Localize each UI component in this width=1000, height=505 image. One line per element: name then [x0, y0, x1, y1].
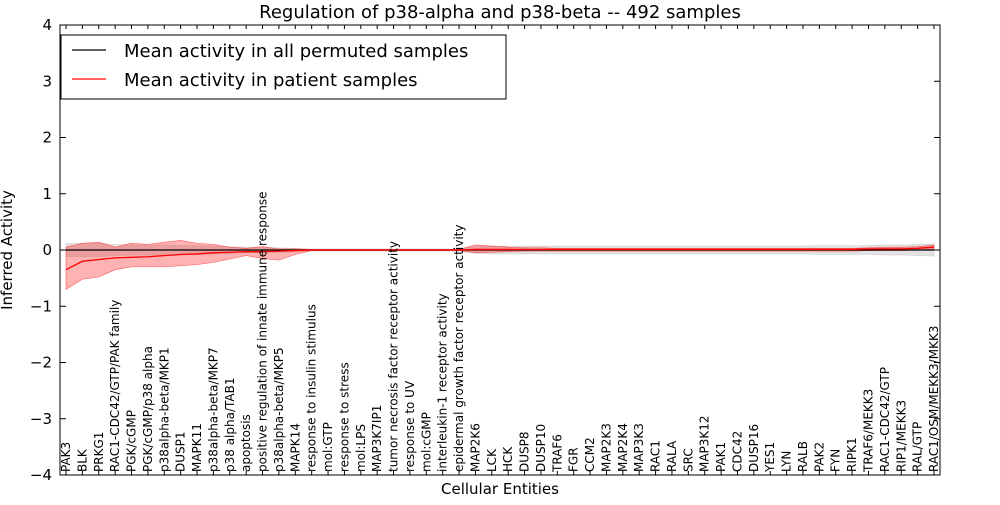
x-tick-label: p38alpha-beta/MKP1: [157, 347, 171, 472]
x-tick-label: RAC1/OSM/MEKK3/MKK3: [927, 326, 941, 472]
x-tick-label: mol:GTP: [321, 422, 335, 472]
x-tick-label: p38 alpha/TAB1: [223, 378, 237, 472]
y-tick-label: −2: [30, 354, 52, 372]
y-tick-label: −3: [30, 410, 52, 428]
x-tick-label: RIPK1: [845, 437, 859, 472]
x-tick-label: MAPK11: [190, 423, 204, 472]
x-tick-label: RIP1/MEKK3: [894, 400, 908, 472]
y-tick-label: 1: [42, 185, 52, 203]
x-axis-label: Cellular Entities: [441, 480, 559, 498]
x-tick-label: RAC1-CDC42/GTP/PAK family: [108, 300, 122, 472]
y-tick-label: −1: [30, 297, 52, 315]
y-tick-label: 4: [42, 16, 52, 34]
x-tick-label: MAP3K3: [632, 423, 646, 472]
x-tick-label: HCK: [501, 446, 515, 472]
x-tick-label: DUSP10: [534, 424, 548, 472]
x-tick-label: DUSP16: [747, 424, 761, 472]
x-tick-label: mol:cGMP: [419, 412, 433, 472]
x-tick-label: PAK1: [714, 442, 728, 472]
legend-label-patient: Mean activity in patient samples: [124, 70, 418, 91]
x-tick-label: MAP3K7IP1: [370, 405, 384, 472]
x-tick-label: MAP2K4: [616, 423, 630, 472]
x-tick-label: apoptosis: [239, 414, 253, 472]
x-tick-label: p38alpha-beta/MKP7: [206, 347, 220, 472]
x-tick-label: RAC1-CDC42/GTP: [878, 367, 892, 472]
x-tick-label: epidermal growth factor receptor activit…: [452, 225, 466, 472]
x-tick-label: CDC42: [730, 431, 744, 472]
x-tick-label: tumor necrosis factor receptor activity: [387, 241, 401, 472]
x-tick-label: RAL/GTP: [911, 422, 925, 472]
x-tick-label: BLK: [75, 448, 89, 472]
x-tick-label: MAP2K3: [599, 423, 613, 472]
x-tick-label: LYN: [780, 451, 794, 472]
x-tick-label: RAC1: [649, 440, 663, 472]
x-tick-label: MAPK14: [288, 423, 302, 472]
x-tick-label: LCK: [485, 448, 499, 472]
x-tick-label: response to insulin stimulus: [305, 304, 319, 472]
x-tick-label: response to UV: [403, 380, 417, 472]
y-tick-label: 0: [42, 241, 52, 259]
x-tick-label: SRC: [681, 448, 695, 472]
x-tick-labels: PAK3 BLK PRKG1 RAC1-CDC42/GTP/PAK family PGK…: [59, 25, 941, 475]
x-tick-label: FGR: [567, 447, 581, 472]
x-tick-label: positive regulation of innate immune res…: [256, 192, 270, 472]
legend: Mean activity in all permuted samples Me…: [60, 34, 507, 100]
y-tick-label: 3: [42, 72, 52, 90]
x-tick-label: PGK/cGMP: [125, 410, 139, 472]
x-tick-label: CCM2: [583, 437, 597, 472]
legend-label-permuted: Mean activity in all permuted samples: [124, 41, 468, 62]
x-tick-label: PRKG1: [92, 432, 106, 472]
series-line-1: [65, 246, 935, 271]
x-tick-label: RALB: [796, 441, 810, 472]
series-lines: [65, 246, 935, 271]
x-tick-label: PGK/cGMP/p38 alpha: [141, 346, 155, 472]
y-axis-label: Inferred Activity: [0, 190, 16, 310]
x-tick-label: PAK3: [59, 442, 73, 472]
legend-box: [60, 34, 507, 100]
x-tick-label: PAK2: [812, 442, 826, 472]
x-tick-label: FYN: [829, 449, 843, 472]
x-tick-label: interleukin-1 receptor activity: [436, 293, 450, 472]
y-tick-label: −4: [30, 466, 52, 484]
y-tick-label: 2: [42, 129, 52, 147]
y-axis-ticks: −4 −3 −2 −1 0 1 2 3 4: [30, 16, 940, 484]
x-tick-label: TRAF6: [550, 434, 564, 473]
x-tick-label: response to stress: [337, 362, 351, 472]
x-tick-label: MAP3K12: [698, 415, 712, 472]
x-tick-label: mol:LPS: [354, 424, 368, 472]
chart-title: Regulation of p38-alpha and p38-beta -- …: [259, 2, 741, 23]
x-tick-label: MAP2K6: [468, 423, 482, 472]
x-tick-label: p38alpha-beta/MKP5: [272, 347, 286, 472]
x-tick-label: DUSP8: [518, 431, 532, 472]
x-tick-label: RALA: [665, 440, 679, 472]
x-tick-label: TRAF6/MEKK3: [861, 389, 875, 473]
x-tick-label: YES1: [763, 442, 777, 473]
x-tick-label: DUSP1: [174, 431, 188, 472]
